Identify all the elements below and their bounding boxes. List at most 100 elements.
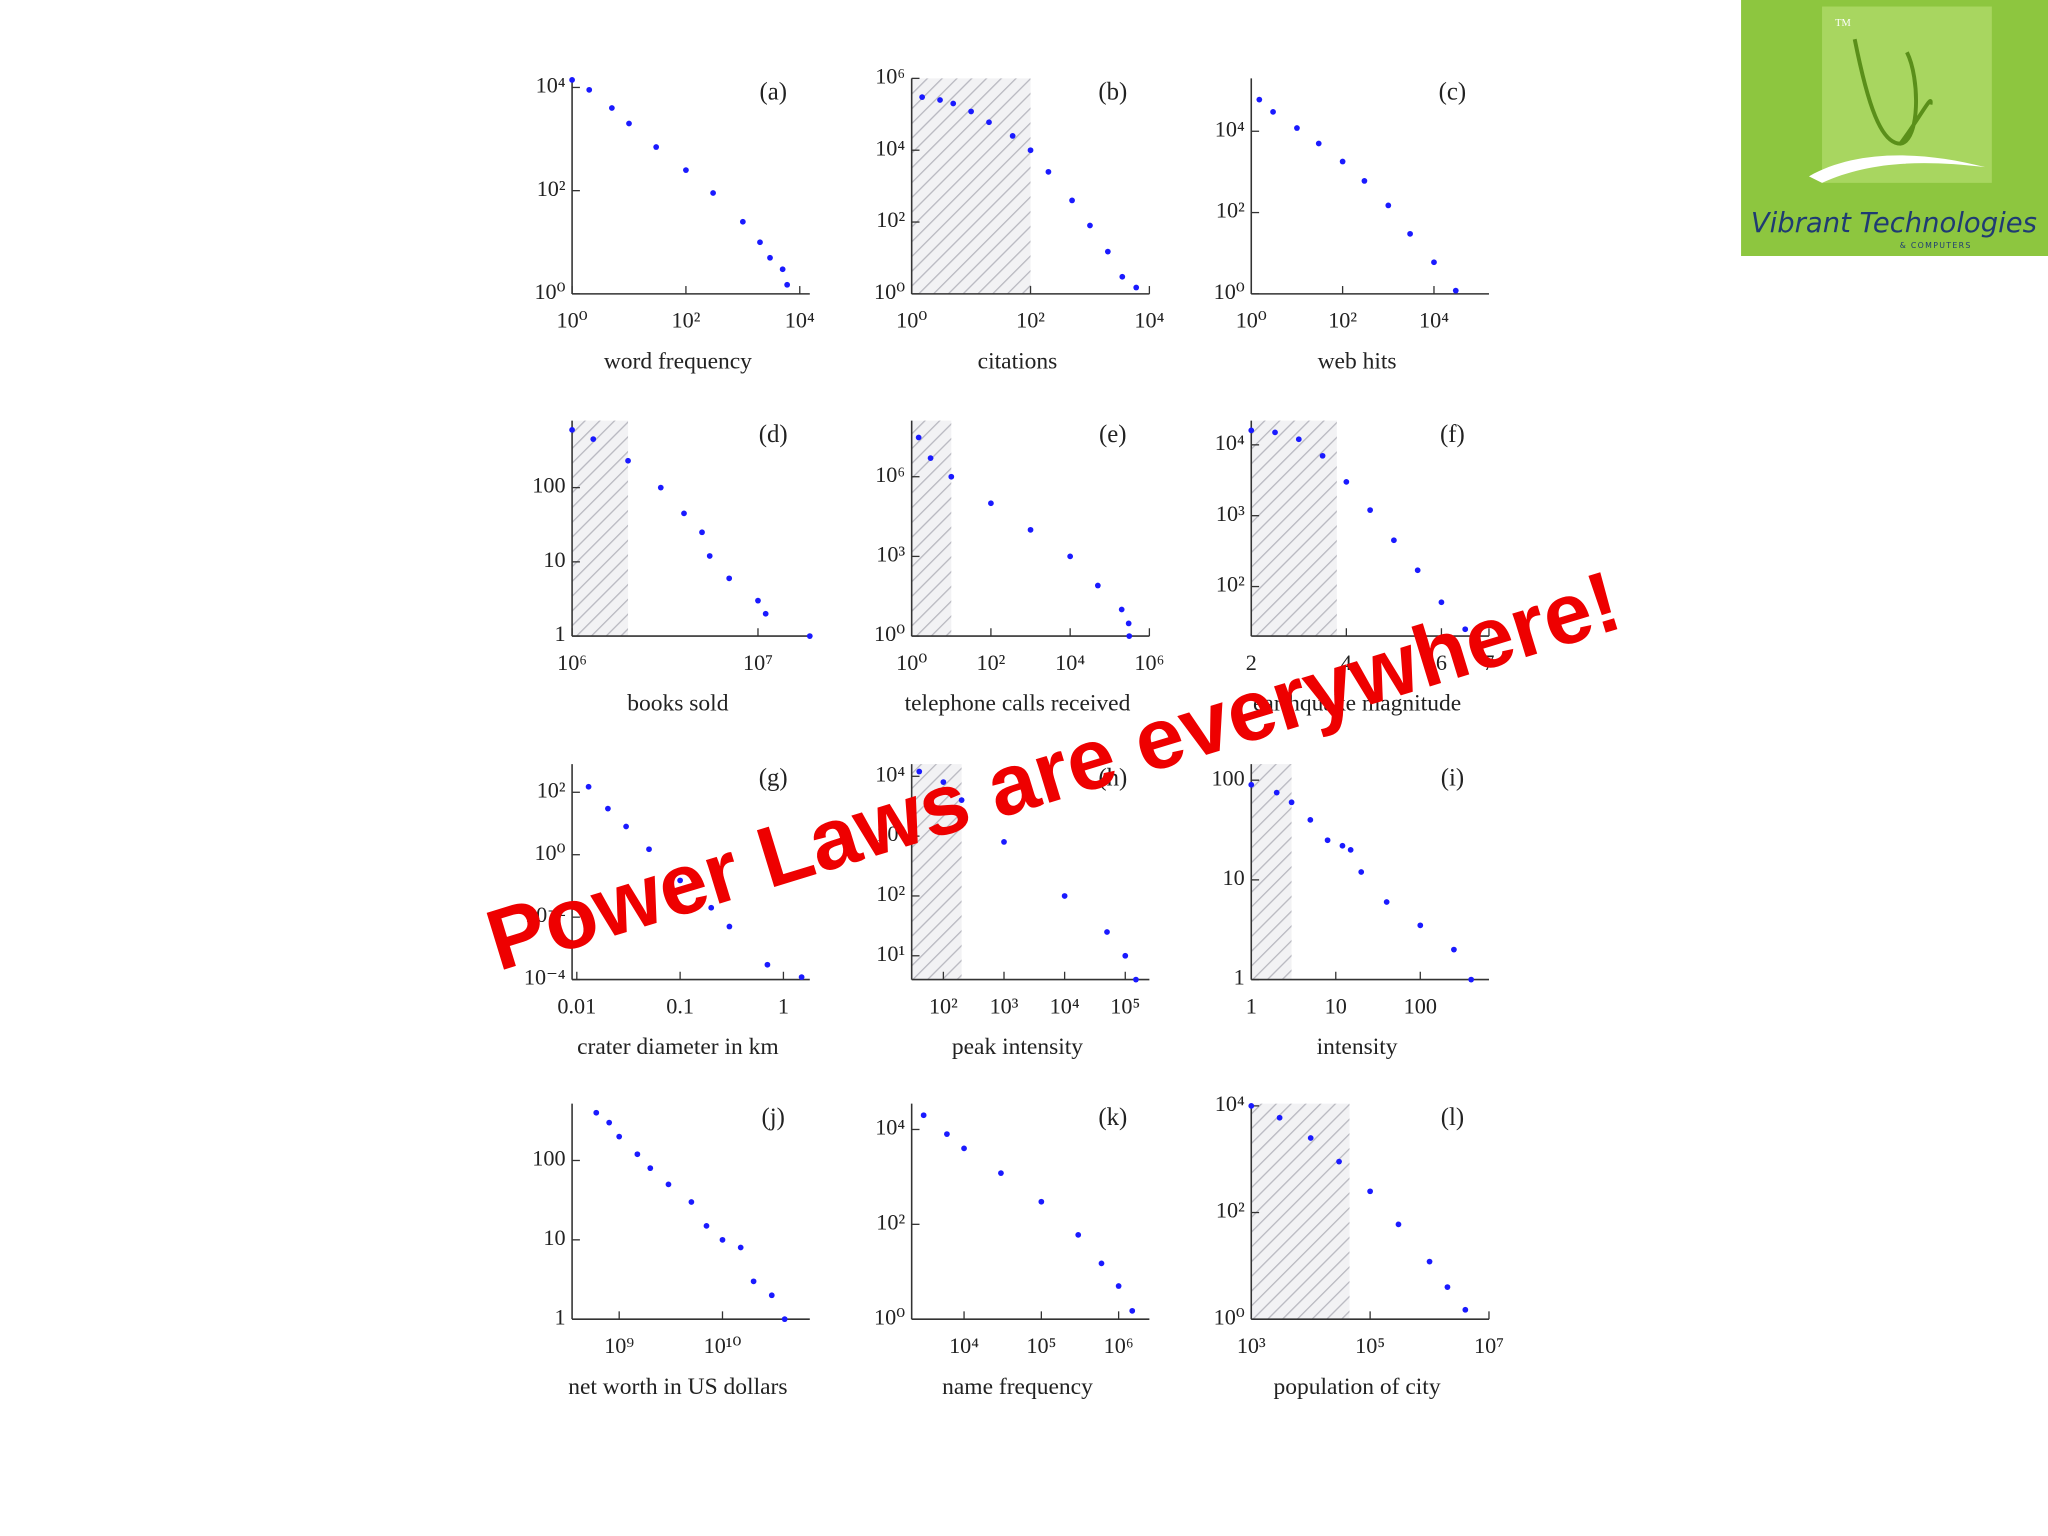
data-point (779, 266, 786, 273)
x-tick-label: 10² (672, 308, 701, 333)
data-point (1407, 230, 1413, 237)
data-point (806, 633, 813, 639)
data-point (1125, 620, 1132, 627)
x-tick-label: 10⁹ (604, 1333, 634, 1358)
x-axis-label: net worth in US dollars (568, 1374, 787, 1400)
y-tick-label: 10³ (876, 541, 905, 566)
y-tick-label: 10⁴ (536, 73, 566, 98)
data-point (1069, 197, 1075, 204)
data-point (1133, 976, 1139, 983)
x-tick-label: 1 (1246, 993, 1257, 1018)
data-point (1118, 606, 1125, 613)
data-point (593, 1109, 600, 1116)
data-point (703, 1222, 710, 1229)
data-point (653, 144, 660, 150)
data-point (626, 120, 632, 127)
data-point (623, 823, 629, 830)
data-point (1115, 1283, 1122, 1289)
data-point (1347, 846, 1354, 853)
panel-label: (i) (1441, 764, 1464, 791)
data-point (1248, 427, 1255, 434)
y-tick-label: 10³ (1216, 501, 1245, 526)
data-point (1358, 869, 1365, 875)
data-point (569, 426, 575, 433)
data-point (1045, 168, 1052, 175)
data-point (1462, 626, 1469, 633)
y-tick-label: 100 (532, 473, 565, 498)
data-point (958, 797, 965, 803)
data-point (1367, 1188, 1373, 1195)
data-point (767, 254, 773, 261)
data-point (1027, 526, 1034, 533)
data-point (605, 805, 611, 812)
data-point (708, 904, 715, 911)
data-point (915, 434, 922, 441)
y-tick-label: 10⁶ (875, 462, 905, 487)
data-point (1256, 96, 1263, 103)
data-point (1438, 599, 1445, 606)
data-point (948, 473, 955, 480)
data-point (968, 108, 974, 115)
y-tick-label: 10⁴ (1215, 430, 1245, 455)
logo-subtext: & COMPUTERS (1900, 241, 1972, 250)
data-point (1272, 429, 1278, 436)
x-axis-label: crater diameter in km (577, 1034, 779, 1060)
data-point (998, 1170, 1004, 1177)
data-point (706, 553, 713, 559)
data-point (1444, 1284, 1451, 1290)
data-point (1094, 582, 1101, 589)
data-point (1307, 816, 1314, 823)
x-tick-label: 10⁷ (1474, 1333, 1504, 1358)
data-point (1027, 147, 1034, 154)
data-point (1367, 507, 1373, 513)
x-tick-label: 10⁴ (1419, 308, 1449, 333)
data-point (1391, 537, 1397, 544)
data-point (677, 877, 683, 884)
y-tick-label: 10⁴ (1215, 1091, 1245, 1116)
y-tick-label: 10 (543, 1225, 565, 1250)
y-tick-label: 10³ (876, 821, 905, 846)
x-tick-label: 10⁰ (1236, 308, 1267, 333)
logo-mark (1852, 38, 1933, 146)
logo: TM Vibrant Technologies & COMPUTERS (1741, 0, 2048, 256)
data-point (1038, 1198, 1045, 1205)
x-tick-label: 10² (1016, 308, 1045, 333)
data-point (1417, 922, 1424, 929)
logo-swoosh (1808, 155, 1986, 183)
data-point (1462, 1306, 1469, 1313)
data-point (1119, 273, 1126, 280)
data-point (1288, 799, 1295, 806)
x-axis-label: web hits (1318, 348, 1397, 374)
data-point (1431, 259, 1437, 266)
x-tick-label: 10² (929, 993, 958, 1018)
data-point (944, 1131, 950, 1137)
y-tick-label: 10² (1216, 572, 1245, 597)
data-point (710, 190, 716, 196)
x-tick-label: 10⁰ (557, 308, 588, 333)
data-point (1133, 284, 1140, 291)
data-point (781, 1316, 788, 1323)
x-axis-label: books sold (627, 691, 728, 717)
data-point (646, 846, 652, 853)
x-tick-label: 10⁶ (1134, 650, 1164, 675)
data-point (1383, 899, 1390, 905)
data-point (986, 119, 992, 126)
x-tick-label: 10⁴ (1050, 993, 1080, 1018)
y-tick-label: 10² (537, 176, 566, 201)
data-point (681, 510, 687, 517)
data-point (590, 436, 597, 442)
x-tick-label: 10⁰ (896, 308, 927, 333)
data-point (1129, 1307, 1136, 1314)
y-tick-label: 100 (532, 1146, 565, 1171)
data-point (634, 1151, 641, 1158)
panel-label: (f) (1440, 421, 1465, 448)
panel-label: (a) (759, 79, 787, 106)
y-tick-label: 1 (554, 1304, 565, 1329)
y-tick-label: 10⁴ (1215, 116, 1245, 141)
data-point (739, 218, 746, 225)
data-point (1324, 837, 1331, 844)
y-tick-label: 10¹ (876, 941, 905, 966)
data-point (608, 105, 615, 111)
